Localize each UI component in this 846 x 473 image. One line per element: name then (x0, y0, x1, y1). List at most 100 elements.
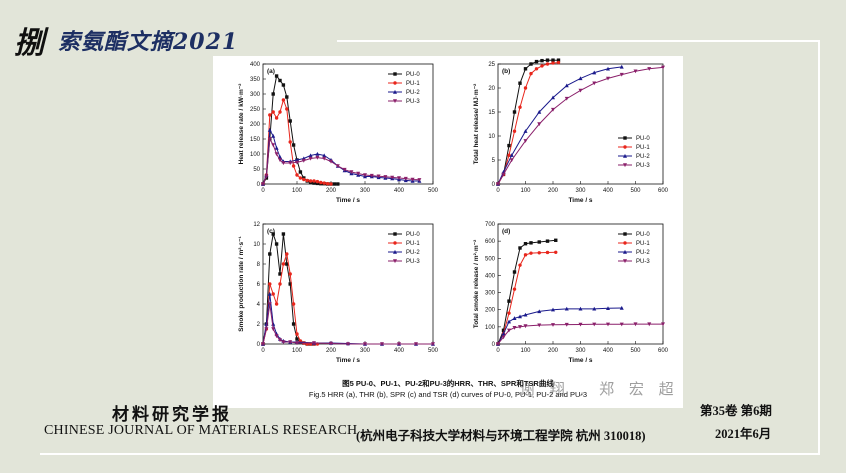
chart-0-series-PU-1-point-3 (271, 110, 275, 114)
chart-2-ytick-label-3: 6 (257, 282, 261, 288)
caption-en: Fig.5 HRR (a), THR (b), SPR (c) and TSR … (308, 390, 588, 399)
chart-3-series-PU-2-point-6 (537, 309, 542, 314)
chart-1-series-PU-1-point-9 (545, 62, 550, 66)
chart-0-xtick-label-2: 200 (326, 188, 337, 194)
chart-3-series-PU-1-point-8 (545, 250, 550, 255)
decorative-bottom-line (40, 453, 820, 455)
chart-1-ytick-label-1: 5 (492, 158, 496, 164)
chart-0-legend-PU-2-label: PU-2 (406, 90, 420, 96)
chart-3-ytick-label-4: 400 (485, 273, 496, 279)
chart-1-panel-label: (b) (502, 68, 510, 75)
chart-1-series-PU-0-point-8 (540, 58, 544, 63)
chart-1-series-PU-0-point-11 (556, 58, 561, 62)
chart-2-series-PU-2-line (262, 293, 433, 345)
chart-0-series-PU-3-point-22 (390, 175, 395, 180)
chart-1-series-PU-2-point-3 (523, 129, 528, 133)
chart-3-series-PU-3-point-7 (551, 323, 555, 327)
chart-3-xlabel: Time / s (568, 357, 592, 364)
chart-0-series-PU-3-point-6 (281, 161, 286, 166)
chart-3-panel-label: (d) (502, 228, 510, 235)
title-text: 索氨酯文摘2021 (58, 29, 239, 55)
chart-2-legend-PU-2-marker (393, 249, 397, 254)
chart-0-series-PU-3-point-19 (369, 173, 374, 178)
chart-0-series-PU-2-line (262, 128, 420, 185)
chart-0-ylabel: Heat release rate / kW·m⁻² (238, 83, 245, 165)
chart-3-series-PU-0-point-9 (554, 238, 558, 242)
chart-3-series-PU-2-point-8 (564, 306, 569, 311)
chart-3-series-PU-0-point-8 (545, 239, 550, 243)
chart-0-series-PU-1-point-11 (298, 176, 303, 180)
chart-3-series-PU-3-point-6 (537, 323, 542, 328)
chart-2-series-PU-0-point-7 (285, 262, 289, 266)
chart-2-legend-PU-0-label: PU-0 (406, 232, 420, 238)
chart-0-series-PU-1-point-15 (312, 179, 316, 183)
chart-2-panel-label: (c) (267, 228, 275, 235)
chart-2-xtick-label-1: 100 (292, 348, 303, 354)
chart-3-xtick-label-4: 400 (603, 348, 614, 354)
chart-1-ytick-label-3: 15 (488, 110, 495, 116)
chart-2-series-PU-0-point-6 (281, 232, 286, 236)
chart-2-series-PU-3-point-2 (267, 302, 272, 307)
chart-1-xtick-label-3: 300 (575, 188, 586, 194)
chart-0-series-PU-3-point-13 (329, 159, 333, 164)
chart-3-ytick-label-3: 300 (485, 291, 496, 297)
chart-1-series-PU-2-point-4 (537, 109, 542, 114)
chart-3-series-PU-3-point-12 (619, 322, 624, 327)
chart-0-series-PU-3-point-10 (308, 156, 313, 161)
chart-0-series-PU-1-point-12 (302, 177, 306, 182)
chart-1-xtick-label-4: 400 (603, 188, 614, 194)
chart-0-series-PU-1-point-14 (308, 179, 313, 183)
chart-2-series-PU-2-point-3 (271, 321, 276, 326)
chart-0-ytick-label-1: 50 (253, 167, 260, 173)
chart-2-legend-PU-1-label: PU-1 (406, 241, 420, 247)
chart-3-ytick-label-0: 0 (492, 342, 496, 348)
chart-0-series-PU-3-point-4 (274, 152, 279, 157)
chart-1-series-PU-0-point-5 (523, 67, 528, 71)
chart-3-series-PU-1-point-7 (537, 251, 541, 255)
chart-0-xlabel: Time / s (336, 197, 360, 204)
chart-0-series-PU-3-point-21 (383, 175, 388, 179)
chart-0-series-PU-2-point-4 (274, 145, 279, 150)
chart-2-series-PU-3-point-12 (363, 342, 367, 347)
chart-0-xtick-label-4: 400 (394, 188, 405, 194)
chart-3-series-PU-3-point-9 (578, 322, 583, 327)
chart-2-series-PU-3-point-8 (295, 341, 299, 346)
chart-2-series-PU-3-point-7 (288, 340, 293, 345)
chart-0-series-PU-1-point-10 (295, 173, 299, 177)
chart-2-series-PU-2-point-2 (267, 291, 272, 296)
chart-0-series-PU-0-point-6 (281, 83, 286, 87)
chart-3-series-PU-0-line (497, 239, 556, 345)
chart-0-series-PU-3-point-7 (288, 161, 293, 166)
chart-1-legend-PU-3-marker (623, 163, 627, 168)
chart-2-series-PU-1-point-10 (295, 332, 299, 336)
figure-caption: 图5 PU-0、PU-1、PU-2和PU-3的HRR、THR、SPR和TSR曲线… (213, 378, 683, 400)
chart-0-series-PU-0-point-15 (312, 181, 316, 185)
chart-1-xtick-label-6: 600 (658, 188, 669, 194)
chart-0-series-PU-3-point-8 (295, 160, 299, 165)
chart-0-ytick-label-3: 150 (250, 137, 261, 143)
chart-0-series-PU-0-line (262, 74, 338, 185)
chart-2-xtick-label-5: 500 (428, 348, 439, 354)
chart-0-series-PU-2-point-2 (267, 127, 272, 132)
chart-2-legend-PU-2-label: PU-2 (406, 250, 420, 256)
chart-2-series-PU-3-point-6 (281, 340, 286, 345)
chart-1-series-PU-3-point-5 (551, 107, 555, 112)
figure-panel: 0 100 200 300 400 500 0 50 100 150 200 250 300 350 400… (213, 56, 683, 408)
chart-0-legend-PU-0-marker (393, 72, 397, 76)
chart-3-ytick-label-6: 600 (485, 239, 496, 245)
chart-3-ytick-label-1: 100 (485, 325, 496, 331)
chart-2-series-PU-0-point-4 (274, 242, 279, 246)
chart-0-series-PU-1-point-5 (278, 110, 282, 114)
chart-3-series-PU-2-point-7 (551, 307, 555, 312)
chart-0-series-PU-0-point-16 (315, 181, 320, 186)
chart-1-ytick-label-0: 0 (492, 182, 496, 188)
chart-3-legend-PU-3-marker (623, 259, 627, 264)
chart-0-series-PU-3-point-1 (264, 174, 269, 179)
chart-3-legend-PU-1-marker (623, 241, 627, 245)
chart-0-series-PU-3-point-20 (376, 174, 381, 179)
chart-3-series-PU-3-point-2 (507, 328, 511, 333)
chart-2-ytick-label-0: 0 (257, 342, 261, 348)
chart-0-series-PU-0-point-7 (285, 95, 289, 99)
chart-3-series-PU-1-point-5 (523, 253, 528, 257)
chart-0-series-PU-1-point-18 (322, 181, 326, 185)
